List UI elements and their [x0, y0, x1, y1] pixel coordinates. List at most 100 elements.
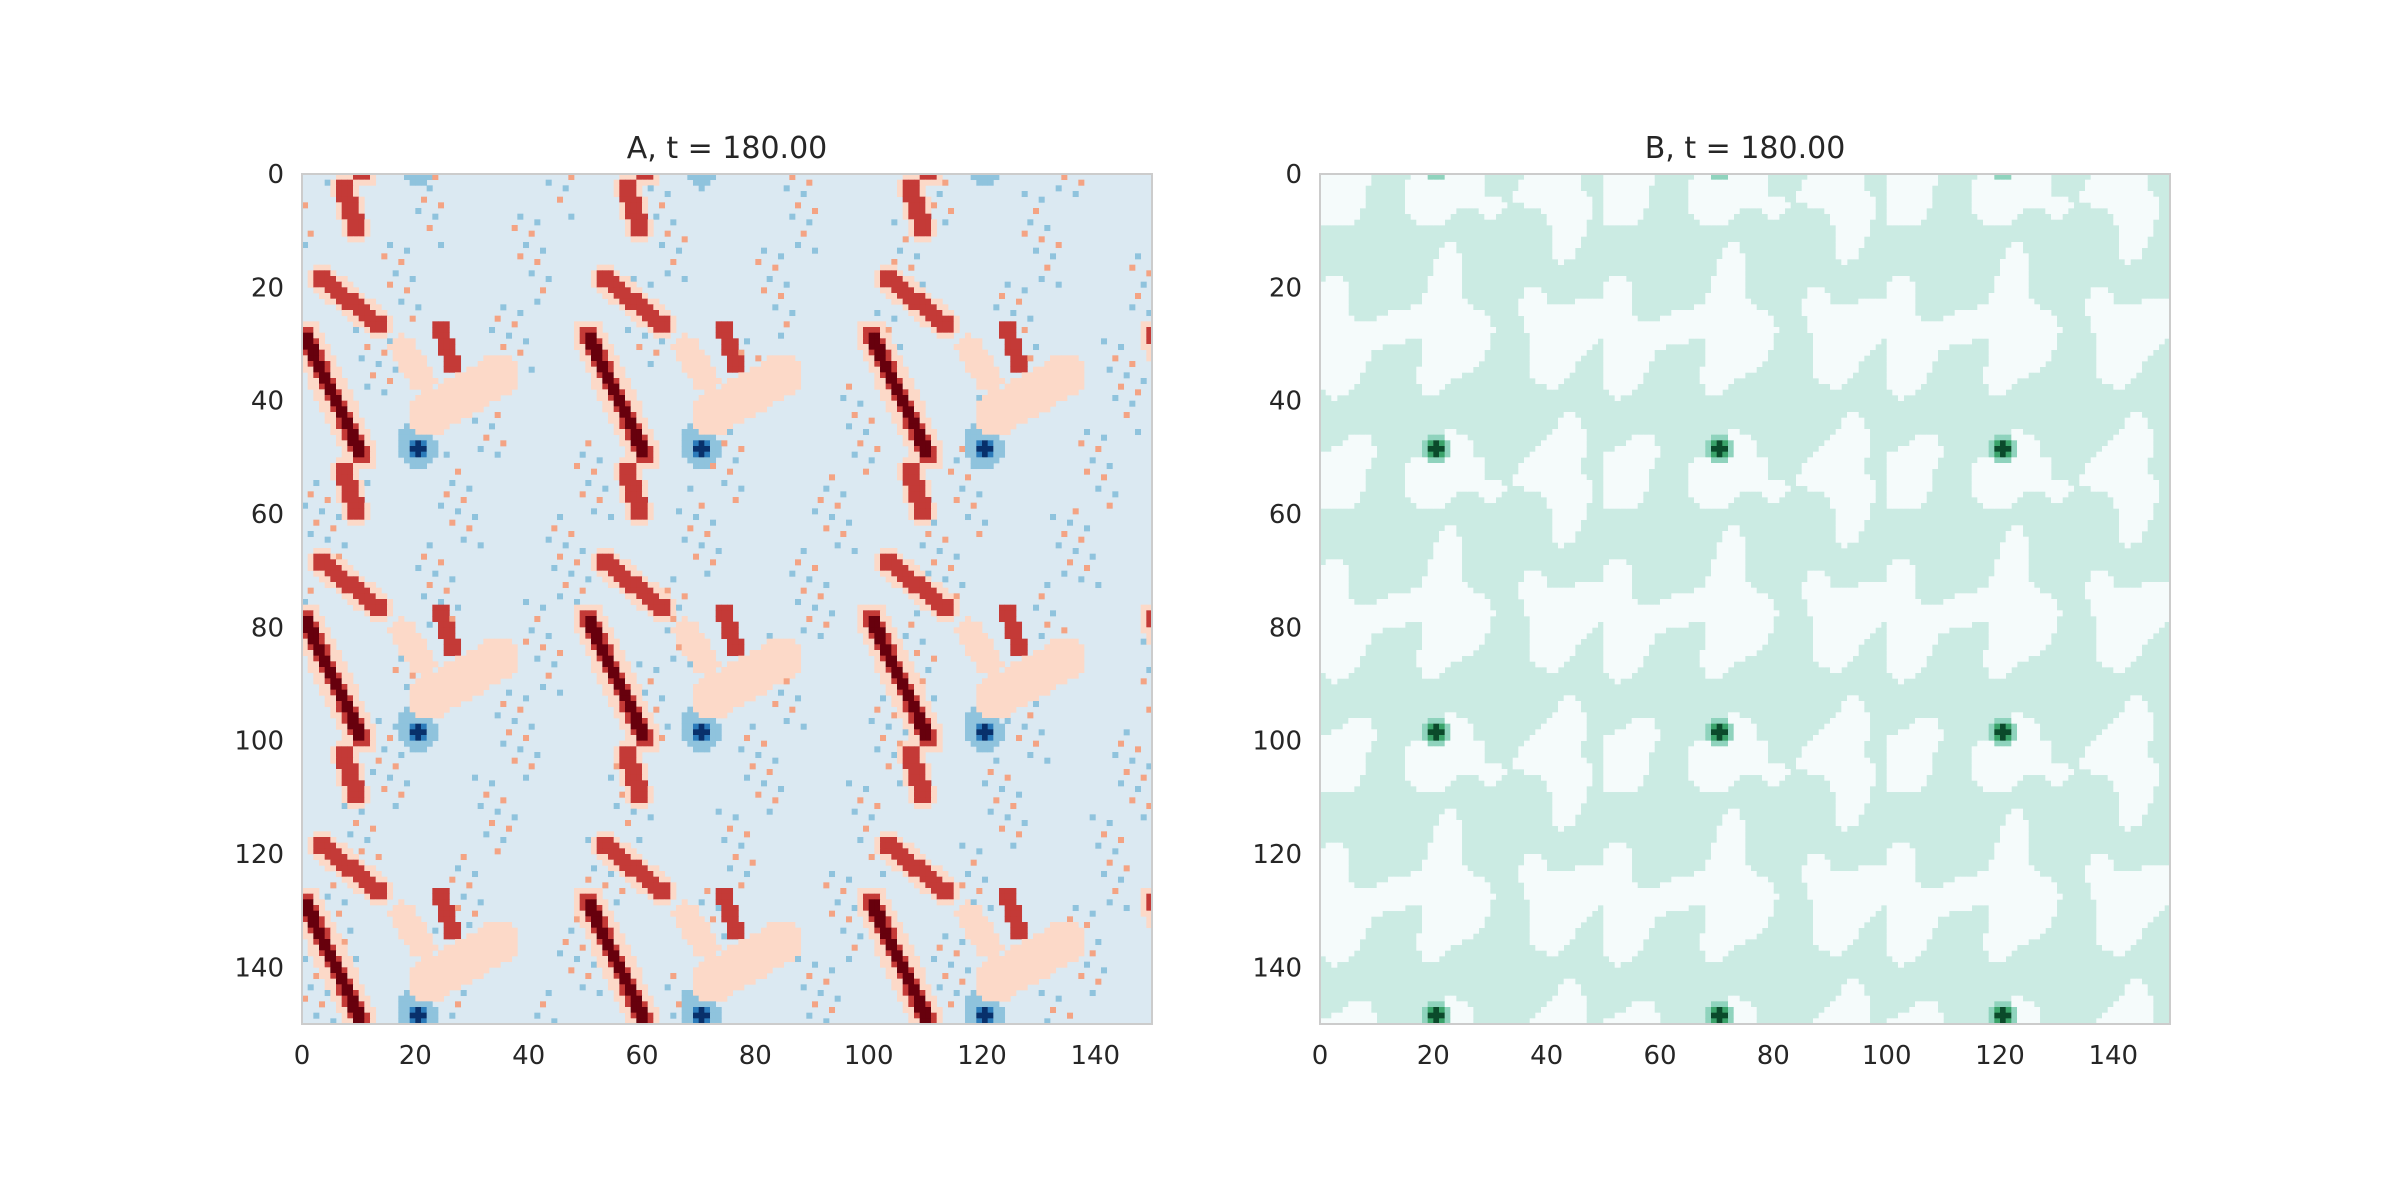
heatmap-cell	[619, 196, 626, 203]
heatmap-cell	[868, 366, 875, 373]
heatmap-cell	[353, 440, 360, 447]
heatmap-cell	[931, 321, 938, 328]
heatmap-cell	[341, 871, 348, 878]
heatmap-cell	[942, 179, 949, 186]
heatmap-cell	[324, 927, 331, 934]
heatmap-cell	[902, 757, 909, 764]
heatmap-cell	[523, 735, 530, 742]
heatmap-cell	[891, 344, 898, 351]
heatmap-cell	[347, 786, 354, 793]
heatmap-cell	[993, 718, 1000, 725]
heatmap-cell	[908, 395, 915, 402]
heatmap-cell	[579, 349, 586, 356]
heatmap-cell	[347, 689, 354, 696]
heatmap-cell	[715, 899, 722, 906]
heatmap-cell	[466, 661, 473, 668]
heatmap-cell	[965, 440, 972, 447]
heatmap-cell	[642, 876, 649, 883]
heatmap-cell	[1016, 735, 1023, 742]
heatmap-cell	[353, 604, 360, 611]
heatmap-cell	[404, 910, 411, 917]
heatmap-cell	[404, 729, 411, 736]
heatmap-cell	[460, 854, 467, 861]
heatmap-cell	[1038, 366, 1045, 373]
heatmap-cell	[415, 400, 422, 407]
heatmap-cell	[353, 310, 360, 317]
heatmap-cell	[336, 463, 343, 470]
heatmap-cell	[778, 378, 785, 385]
heatmap-cell	[659, 882, 666, 889]
heatmap-cell	[625, 678, 632, 685]
heatmap-cell	[999, 406, 1006, 413]
heatmap-cell	[353, 706, 360, 713]
heatmap-cell	[477, 446, 484, 453]
heatmap-cell	[421, 446, 428, 453]
heatmap-cell	[432, 888, 439, 895]
heatmap-cell	[636, 213, 643, 220]
heatmap-cell	[880, 604, 887, 611]
heatmap-cell	[993, 933, 1000, 940]
heatmap-cell	[1021, 939, 1028, 946]
heatmap-cell	[919, 684, 926, 691]
heatmap-cell	[676, 905, 683, 912]
heatmap-cell	[698, 400, 705, 407]
heatmap-cell	[653, 888, 660, 895]
heatmap-cell	[908, 661, 915, 668]
heatmap-cell	[347, 576, 354, 583]
heatmap-cell	[880, 837, 887, 844]
heatmap-cell	[908, 706, 915, 713]
heatmap-cell	[404, 939, 411, 946]
heatmap-cell	[976, 400, 983, 407]
heatmap-cell	[319, 899, 326, 906]
heatmap-cell	[630, 502, 637, 509]
heatmap-cell	[415, 712, 422, 719]
heatmap-cell	[466, 383, 473, 390]
heatmap-cell	[494, 667, 501, 674]
heatmap-cell	[1078, 372, 1085, 379]
heatmap-cell	[897, 383, 904, 390]
heatmap-cell	[438, 502, 445, 509]
heatmap-cell	[914, 519, 921, 526]
heatmap-cell	[472, 678, 479, 685]
heatmap-cell	[925, 508, 932, 515]
heatmap-cell	[982, 638, 989, 645]
heatmap-cell	[625, 196, 632, 203]
heatmap-cell	[902, 939, 909, 946]
heatmap-cell	[336, 865, 343, 872]
heatmap-cell	[902, 740, 909, 747]
heatmap-cell	[613, 298, 620, 305]
heatmap-cell	[398, 910, 405, 917]
heatmap-cell	[1033, 667, 1040, 674]
heatmap-cell	[500, 389, 507, 396]
heatmap-cell	[778, 661, 785, 668]
heatmap-cell	[908, 769, 915, 776]
heatmap-cell	[636, 304, 643, 311]
heatmap-cell	[398, 916, 405, 923]
heatmap-cell	[494, 922, 501, 929]
heatmap-cell	[772, 667, 779, 674]
heatmap-cell	[738, 922, 745, 929]
heatmap-cell	[409, 440, 416, 447]
heatmap-cell	[891, 695, 898, 702]
heatmap-cell	[891, 219, 898, 226]
heatmap-cell	[341, 179, 348, 186]
heatmap-cell	[868, 355, 875, 362]
heatmap-cell	[404, 684, 411, 691]
heatmap-cell	[313, 332, 320, 339]
heatmap-cell	[341, 378, 348, 385]
heatmap-cell	[313, 842, 320, 849]
heatmap-cell	[545, 633, 552, 640]
heatmap-cell	[489, 650, 496, 657]
heatmap-cell	[772, 264, 779, 271]
heatmap-cell	[438, 417, 445, 424]
heatmap-cell	[636, 179, 643, 186]
heatmap-cell	[919, 293, 926, 300]
heatmap-cell	[721, 610, 728, 617]
heatmap-cell	[625, 202, 632, 209]
heatmap-cell	[659, 327, 666, 334]
heatmap-cell	[302, 638, 309, 645]
heatmap-cell	[341, 542, 348, 549]
heatmap-cell	[336, 723, 343, 730]
heatmap-cell	[1027, 355, 1034, 362]
heatmap-cell	[970, 627, 977, 634]
